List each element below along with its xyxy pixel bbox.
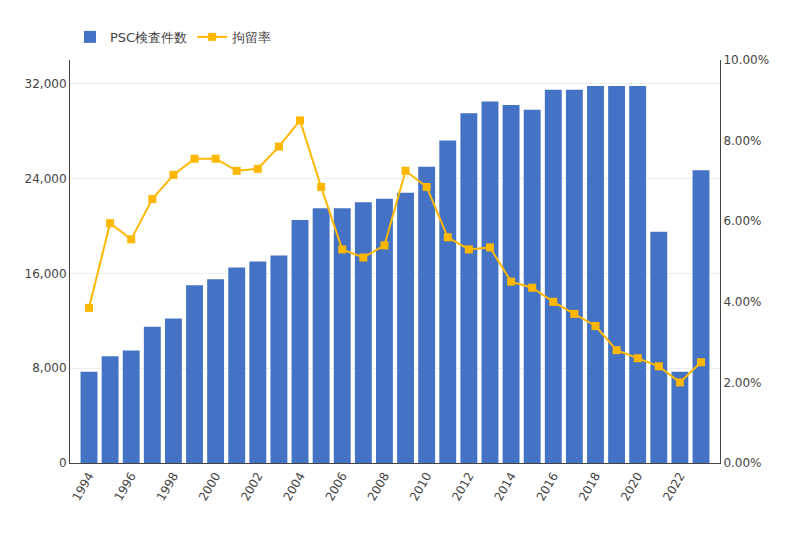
svg-text:PSC検査件数: PSC検査件数	[110, 30, 187, 45]
svg-text:0.00%: 0.00%	[723, 456, 761, 470]
svg-text:1998: 1998	[154, 470, 181, 503]
svg-text:16,000: 16,000	[25, 267, 67, 281]
svg-text:8,000: 8,000	[32, 361, 66, 375]
svg-text:8.00%: 8.00%	[723, 134, 761, 148]
svg-text:2000: 2000	[196, 470, 223, 503]
svg-text:2020: 2020	[618, 470, 645, 503]
svg-text:拘留率: 拘留率	[232, 30, 271, 45]
svg-text:2018: 2018	[576, 470, 603, 503]
svg-text:10.00%: 10.00%	[723, 53, 769, 67]
svg-text:2006: 2006	[323, 470, 350, 503]
svg-text:2016: 2016	[534, 470, 561, 503]
svg-text:1994: 1994	[69, 470, 96, 503]
svg-text:2008: 2008	[365, 470, 392, 503]
svg-text:2010: 2010	[407, 470, 434, 503]
svg-text:2012: 2012	[449, 470, 476, 503]
svg-text:2.00%: 2.00%	[723, 376, 761, 390]
svg-text:4.00%: 4.00%	[723, 295, 761, 309]
svg-text:2014: 2014	[491, 470, 518, 503]
svg-text:2002: 2002	[238, 470, 265, 503]
svg-text:1996: 1996	[112, 470, 139, 503]
svg-text:2004: 2004	[280, 470, 307, 503]
svg-text:24,000: 24,000	[25, 172, 67, 186]
svg-text:32,000: 32,000	[25, 77, 67, 91]
svg-text:0: 0	[59, 456, 67, 470]
svg-text:6.00%: 6.00%	[723, 214, 761, 228]
svg-text:2022: 2022	[660, 470, 687, 503]
